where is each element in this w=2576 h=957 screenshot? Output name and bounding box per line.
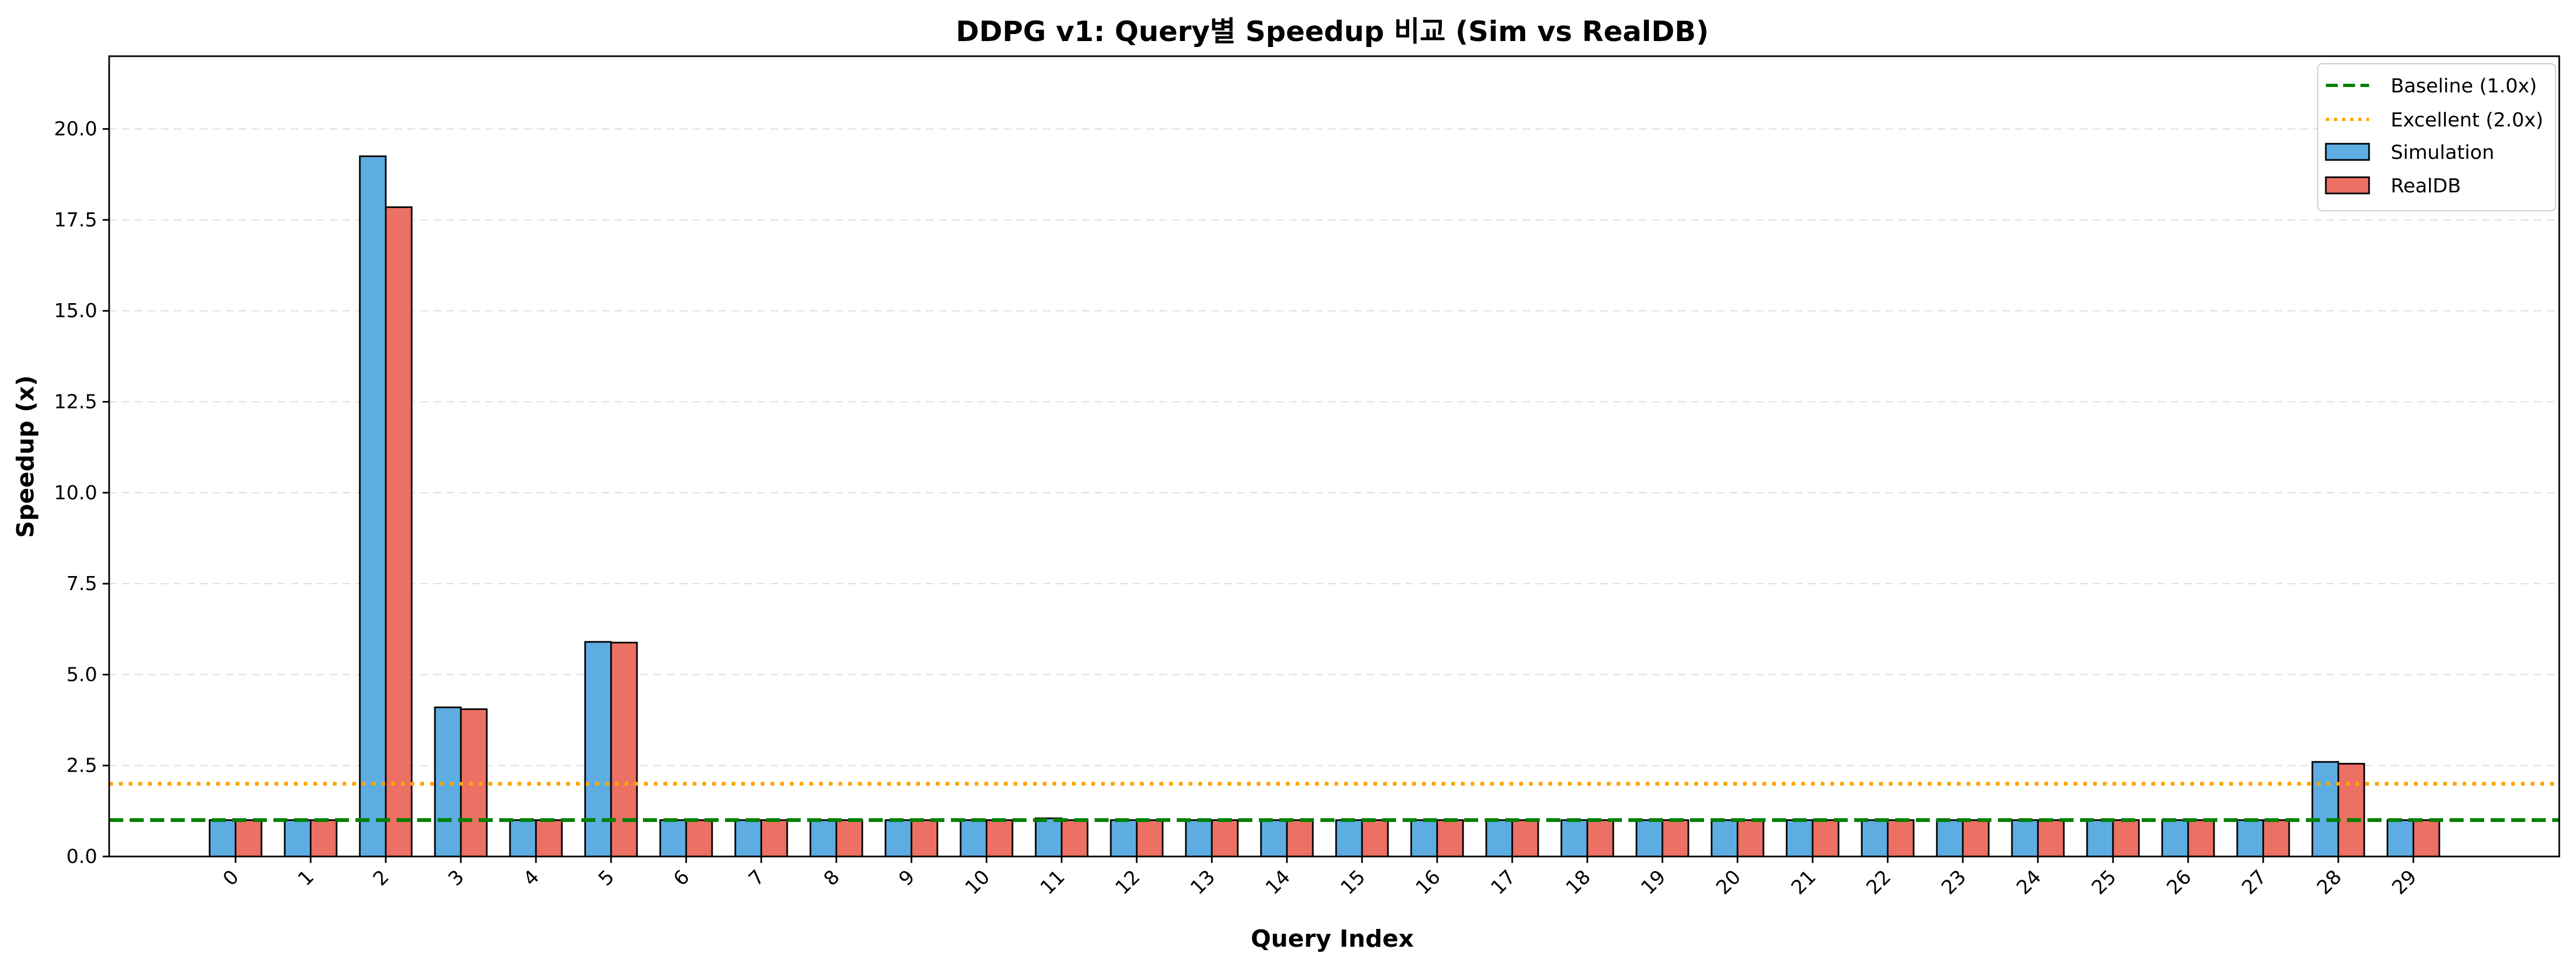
bar-realdb-1 <box>310 819 338 858</box>
bar-simulation-12 <box>1110 819 1138 858</box>
bar-realdb-24 <box>2037 819 2065 858</box>
legend-realdb-swatch <box>2325 176 2370 195</box>
bar-realdb-9 <box>910 819 938 858</box>
bar-realdb-27 <box>2262 819 2290 858</box>
legend: Baseline (1.0x) Excellent (2.0x) Simulat… <box>2317 63 2556 211</box>
y-tick-label: 20.0 <box>54 118 97 140</box>
bar-simulation-8 <box>809 819 837 858</box>
bar-simulation-24 <box>2011 819 2039 858</box>
legend-simulation-swatch <box>2325 143 2370 161</box>
bar-realdb-18 <box>1586 819 1614 858</box>
chart-title: DDPG v1: Query별 Speedup 비교 (Sim vs RealD… <box>956 16 1709 48</box>
bar-simulation-18 <box>1560 819 1588 858</box>
bar-realdb-13 <box>1211 819 1239 858</box>
plot-frame <box>108 55 2560 858</box>
y-tick-label: 12.5 <box>54 391 97 413</box>
y-tick-label: 17.5 <box>54 209 97 231</box>
reference-lines-layer <box>109 781 2559 822</box>
bar-realdb-29 <box>2412 819 2440 858</box>
bar-realdb-2 <box>385 206 413 858</box>
legend-simulation-label: Simulation <box>2391 142 2494 164</box>
bar-realdb-10 <box>985 819 1014 858</box>
bar-realdb-19 <box>1661 819 1689 858</box>
bar-realdb-12 <box>1136 819 1164 858</box>
y-tick-label: 15.0 <box>54 300 97 322</box>
legend-baseline-label: Baseline (1.0x) <box>2391 75 2537 97</box>
bar-realdb-22 <box>1887 819 1915 858</box>
bar-realdb-17 <box>1511 819 1539 858</box>
bar-simulation-26 <box>2161 819 2189 858</box>
bar-simulation-29 <box>2386 819 2414 858</box>
bar-simulation-17 <box>1485 819 1513 858</box>
bar-realdb-25 <box>2112 819 2140 858</box>
bar-simulation-16 <box>1410 819 1438 858</box>
bar-realdb-4 <box>535 819 563 858</box>
bar-realdb-20 <box>1736 819 1765 858</box>
bar-simulation-6 <box>659 819 687 858</box>
bar-simulation-19 <box>1635 819 1663 858</box>
bar-realdb-0 <box>234 819 263 858</box>
bar-realdb-26 <box>2187 819 2215 858</box>
legend-frame <box>2317 63 2556 211</box>
bar-simulation-27 <box>2236 819 2264 858</box>
bar-simulation-28 <box>2311 761 2339 858</box>
bar-realdb-5 <box>610 641 638 858</box>
bar-simulation-14 <box>1260 819 1288 858</box>
grid-layer <box>109 128 2559 766</box>
bar-simulation-4 <box>509 819 537 858</box>
y-axis-label: Speedup (x) <box>12 375 39 538</box>
bar-simulation-0 <box>209 819 237 858</box>
bar-realdb-16 <box>1436 819 1464 858</box>
x-axis-label: Query Index <box>1251 925 1414 953</box>
y-ticks: 0.0 2.5 5.0 7.5 10.0 12.5 15.0 17.5 20.0 <box>54 118 109 868</box>
bar-realdb-6 <box>685 819 713 858</box>
bar-realdb-3 <box>460 708 488 858</box>
bar-realdb-14 <box>1286 819 1314 858</box>
bar-realdb-21 <box>1812 819 1840 858</box>
bar-realdb-8 <box>835 819 863 858</box>
bar-simulation-1 <box>284 819 312 858</box>
bar-simulation-5 <box>584 641 612 858</box>
bar-realdb-15 <box>1361 819 1389 858</box>
y-tick-label: 2.5 <box>66 755 97 777</box>
bar-realdb-23 <box>1962 819 1990 858</box>
bar-realdb-7 <box>760 819 788 858</box>
y-tick-label: 10.0 <box>54 482 97 504</box>
bar-realdb-11 <box>1061 819 1089 858</box>
bar-simulation-10 <box>960 819 988 858</box>
bar-simulation-22 <box>1861 819 1889 858</box>
bar-simulation-9 <box>884 819 913 858</box>
y-tick-label: 0.0 <box>66 846 97 868</box>
bar-simulation-7 <box>734 819 762 858</box>
bar-realdb-28 <box>2337 762 2365 858</box>
legend-excellent-label: Excellent (2.0x) <box>2391 109 2544 131</box>
legend-realdb-label: RealDB <box>2391 175 2461 197</box>
bar-simulation-23 <box>1936 819 1964 858</box>
y-tick-label: 5.0 <box>66 664 97 686</box>
bar-simulation-21 <box>1786 819 1814 858</box>
bar-simulation-20 <box>1710 819 1739 858</box>
bar-simulation-2 <box>359 155 387 858</box>
bar-simulation-13 <box>1185 819 1213 858</box>
bar-simulation-3 <box>434 706 462 858</box>
y-tick-label: 7.5 <box>66 573 97 595</box>
bar-simulation-15 <box>1335 819 1363 858</box>
bar-simulation-25 <box>2086 819 2114 858</box>
bar-simulation-11 <box>1035 817 1063 858</box>
